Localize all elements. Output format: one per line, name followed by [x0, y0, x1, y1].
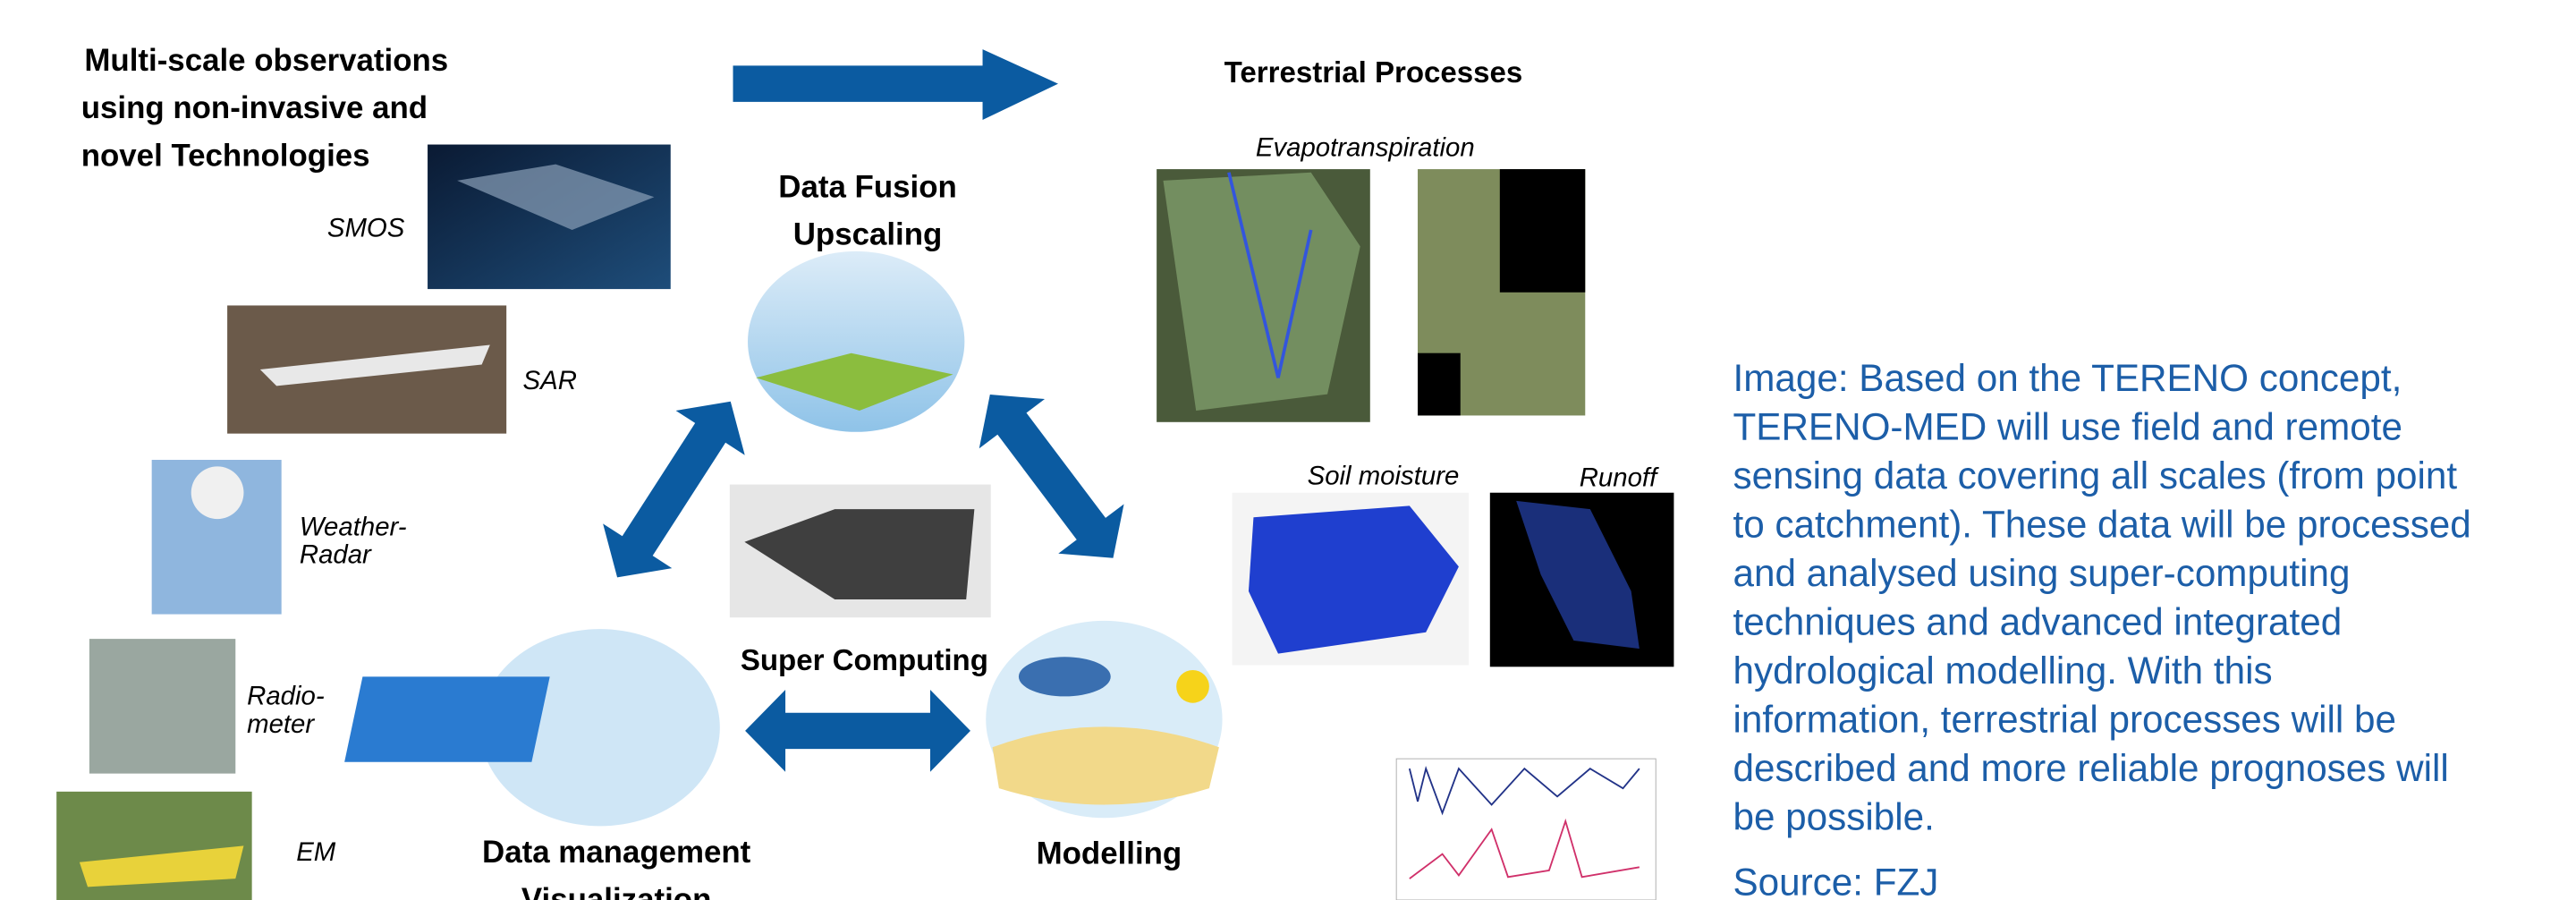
instrument-label: Radar	[300, 540, 372, 570]
mask	[1499, 169, 1586, 293]
caption-line: be possible.	[1733, 796, 1934, 838]
caption-line: techniques and advanced integrated	[1733, 601, 2342, 643]
grid-cube	[344, 676, 550, 762]
soil-region	[1248, 505, 1459, 654]
instrument-label: meter	[247, 709, 315, 739]
hub-label: Data management	[482, 835, 751, 870]
arrow	[733, 49, 1058, 121]
hub-label: Upscaling	[793, 217, 943, 252]
hub-label: Data Fusion	[778, 169, 957, 204]
runoff-region	[1516, 500, 1640, 650]
et-region	[1163, 172, 1360, 411]
caption-line: to catchment). These data will be proces…	[1733, 503, 2470, 545]
hub-label: Visualization	[521, 882, 711, 900]
instrument-label: EM	[296, 837, 336, 867]
cloud	[1018, 657, 1111, 697]
hub-label: Modelling	[1037, 836, 1182, 871]
caption-line: information, terrestrial processes will …	[1733, 699, 2395, 741]
process-label: Soil moisture	[1308, 462, 1460, 491]
title-line: novel Technologies	[81, 138, 370, 173]
title-line: Multi-scale observations	[84, 43, 448, 78]
double-arrow	[745, 690, 970, 772]
source: Source: FZJ	[1733, 861, 1938, 900]
caption-line: described and more reliable prognoses wi…	[1733, 747, 2448, 789]
process-label: Runoff	[1580, 463, 1659, 492]
caption-line: TERENO-MED will use field and remote	[1733, 405, 2402, 447]
instrument-label: Radio-	[247, 682, 325, 711]
title-line: using non-invasive and	[81, 90, 428, 125]
satellite	[457, 164, 655, 231]
radome	[191, 466, 244, 520]
em-image	[56, 791, 252, 900]
supercomputer	[744, 509, 975, 600]
caption-line: sensing data covering all scales (from p…	[1733, 454, 2457, 497]
sun	[1176, 669, 1209, 703]
flight-path	[1227, 172, 1313, 378]
ground	[992, 726, 1219, 805]
terrain	[756, 352, 953, 411]
hydrograph-line	[1408, 766, 1640, 816]
instrument-label: Weather-	[300, 512, 407, 541]
hydrograph-line	[1409, 818, 1640, 879]
mask	[1418, 352, 1461, 416]
radiometer-image	[89, 639, 236, 774]
em-sled	[79, 845, 244, 887]
caption: Image: Based on the TERENO concept, TEREN…	[1733, 357, 2470, 838]
hub-label: Super Computing	[741, 644, 988, 677]
hydrograph	[1395, 758, 1657, 900]
caption-line: hydrological modelling. With this	[1733, 650, 2272, 692]
plane	[259, 344, 490, 386]
caption-line: Image: Based on the TERENO concept,	[1733, 357, 2402, 399]
instrument-label: SAR	[523, 366, 577, 395]
instrument-label: SMOS	[327, 213, 405, 242]
caption-line: and analysed using super-computing	[1733, 552, 2350, 594]
processes-title: Terrestrial Processes	[1224, 56, 1523, 89]
process-label: Evapotranspiration	[1256, 132, 1475, 162]
